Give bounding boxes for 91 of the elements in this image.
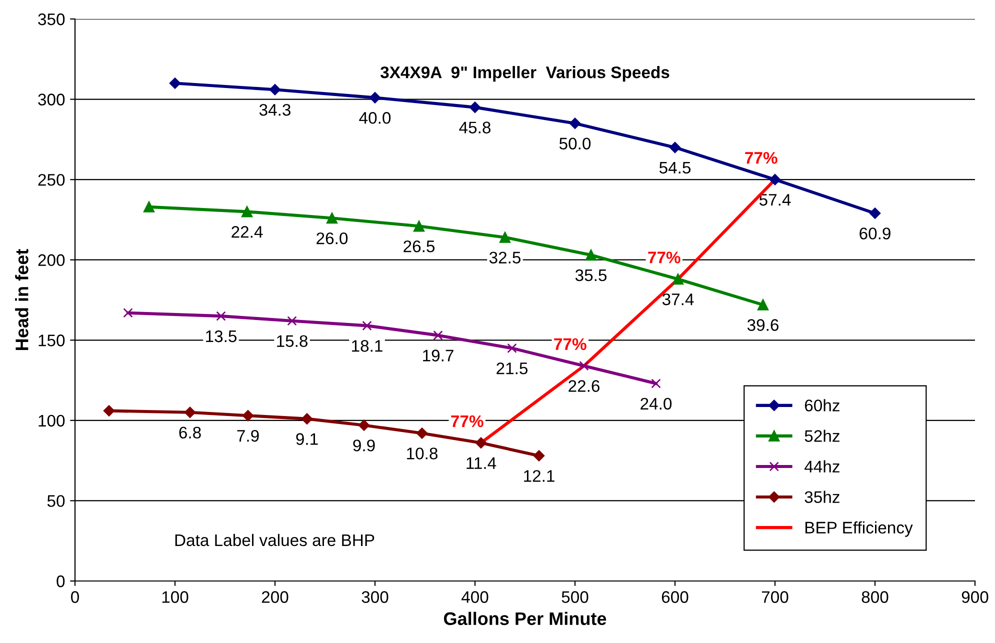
point [569, 118, 581, 129]
y-tick-label: 100 [38, 414, 65, 427]
annotation: Data Label values are BHP [175, 534, 374, 546]
annotation: 37.4 [662, 293, 694, 306]
annotation: 32.5 [489, 252, 521, 264]
annotation: 54.5 [659, 162, 691, 174]
x-tick-label: 200 [262, 591, 288, 603]
x-tick-label: 600 [662, 591, 688, 603]
annotation: 35.5 [575, 269, 607, 282]
point [757, 299, 769, 310]
legend-label: 35hz [804, 490, 840, 504]
point [469, 102, 481, 113]
annotation: 21.5 [496, 362, 528, 374]
point [287, 316, 297, 326]
x-tick-label: 400 [461, 591, 488, 603]
y-tick-label: 250 [38, 174, 65, 186]
annotation: 26.0 [316, 232, 348, 244]
point [242, 410, 254, 422]
annotation: 10.8 [407, 448, 438, 460]
x-tick-label: 700 [762, 591, 788, 603]
point [103, 405, 115, 416]
point [769, 174, 781, 186]
annotation: 39.6 [747, 319, 778, 331]
annotation: 11.4 [466, 457, 496, 469]
y-tick-label: 0 [56, 575, 65, 588]
point [184, 406, 196, 418]
legend-label: 44hz [804, 460, 840, 472]
point [269, 84, 281, 96]
point [326, 212, 338, 224]
legend-label: 52hz [804, 430, 840, 442]
point [413, 220, 425, 232]
annotation: 18.1 [352, 340, 382, 352]
annotation: 77% [554, 338, 586, 350]
y-tick-label: 150 [38, 334, 65, 346]
point [433, 330, 443, 340]
point [585, 249, 597, 261]
annotation: 6.8 [179, 426, 201, 439]
point [869, 208, 881, 219]
annotation: 50.0 [559, 138, 591, 150]
legend-label: BEP Efficiency [805, 521, 913, 537]
annotation: 22.4 [232, 226, 263, 238]
annotation: 40.0 [359, 112, 391, 124]
point [579, 360, 589, 371]
point [475, 437, 487, 449]
y-tick-label: 350 [38, 13, 65, 26]
x-tick-label: 0 [71, 591, 79, 603]
y-tick-label: 300 [38, 94, 65, 106]
point [669, 142, 681, 154]
point [216, 311, 226, 321]
annotation: 45.8 [459, 122, 490, 134]
point [672, 274, 684, 285]
annotation: 9.1 [296, 433, 318, 445]
x-tick-label: 800 [862, 591, 888, 603]
point [416, 428, 428, 439]
annotation: 15.8 [277, 335, 308, 348]
point [533, 450, 545, 462]
annotation: 60.9 [860, 228, 890, 240]
y-tick-label: 50 [47, 495, 65, 507]
legend-label: 60hz [804, 399, 840, 412]
annotation: 7.9 [237, 430, 259, 442]
point [123, 308, 133, 318]
annotation: 26.5 [404, 240, 435, 252]
point [169, 78, 181, 89]
x-tick-label: 100 [162, 591, 188, 603]
point [358, 420, 370, 431]
y-axis-title: Head in feet [15, 249, 28, 350]
annotation: 77% [648, 252, 680, 264]
annotation: 19.7 [423, 350, 454, 362]
annotation: 77% [451, 415, 484, 428]
annotation: 13.5 [206, 330, 237, 342]
annotation: 24.0 [640, 398, 672, 410]
annotation: 34.3 [259, 104, 290, 116]
annotation: 22.6 [568, 380, 600, 392]
point [369, 92, 381, 104]
point [143, 201, 155, 212]
x-tick-label: 300 [362, 591, 388, 603]
y-tick-label: 200 [38, 254, 65, 266]
point [651, 378, 661, 388]
point [362, 320, 372, 331]
point [507, 343, 517, 354]
annotation: 9.9 [353, 440, 375, 452]
point [499, 232, 511, 243]
x-tick-label: 500 [562, 591, 588, 603]
text: 3X4X9A 9" Impeller Various Speeds [380, 66, 670, 82]
annotation: 77% [745, 152, 778, 164]
annotation: 12.1 [524, 470, 554, 482]
point [241, 206, 253, 218]
x-tick-label: 900 [962, 591, 988, 603]
annotation: 57.4 [759, 194, 791, 206]
x-axis-title: Gallons Per Minute [444, 612, 606, 626]
point [301, 413, 313, 424]
